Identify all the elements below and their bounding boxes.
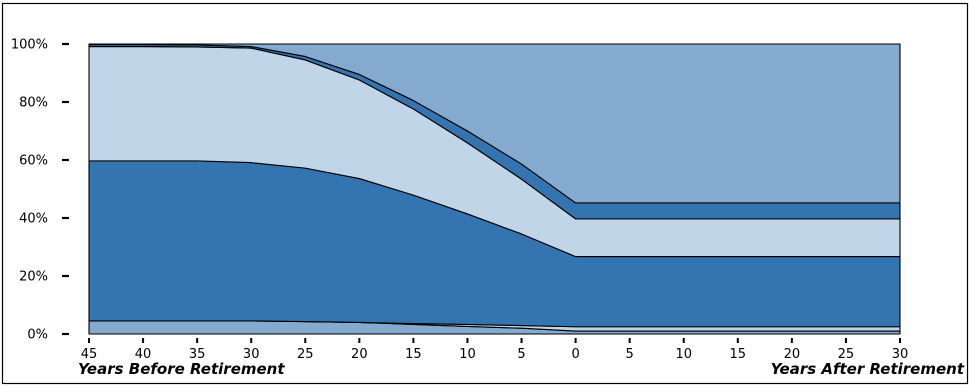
x-tick-label: 35 bbox=[189, 347, 206, 362]
x-tick-label: 0 bbox=[571, 347, 579, 362]
x-tick-label: 10 bbox=[675, 347, 692, 362]
y-tick-label: 100% bbox=[11, 38, 48, 53]
y-tick-label: 20% bbox=[19, 270, 48, 285]
x-tick-label: 45 bbox=[81, 347, 98, 362]
x-axis-label-after: Years After Retirement bbox=[771, 360, 965, 378]
y-tick-label: 0% bbox=[27, 328, 48, 343]
x-tick-label: 30 bbox=[892, 347, 909, 362]
x-tick-label: 25 bbox=[297, 347, 314, 362]
y-axis: 0% 20% 40% 60% 80% 100% bbox=[11, 38, 69, 343]
x-tick-label: 5 bbox=[626, 347, 634, 362]
y-tick-label: 60% bbox=[19, 154, 48, 169]
y-tick-label: 80% bbox=[19, 96, 48, 111]
area-series-6 bbox=[88, 43, 901, 204]
x-axis: 45 40 35 30 25 20 15 10 5 0 5 10 15 20 25 30 bbox=[81, 338, 909, 362]
x-tick-label: 10 bbox=[459, 347, 476, 362]
x-tick-label: 20 bbox=[784, 347, 801, 362]
x-tick-label: 15 bbox=[405, 347, 422, 362]
x-tick-label: 20 bbox=[351, 347, 368, 362]
x-tick-label: 40 bbox=[135, 347, 152, 362]
y-tick-label: 40% bbox=[19, 212, 48, 227]
x-tick-label: 15 bbox=[730, 347, 747, 362]
stacked-areas bbox=[88, 43, 901, 335]
x-axis-label-before: Years Before Retirement bbox=[78, 360, 285, 378]
x-tick-label: 25 bbox=[838, 347, 855, 362]
x-tick-label: 5 bbox=[517, 347, 525, 362]
x-tick-label: 30 bbox=[243, 347, 260, 362]
